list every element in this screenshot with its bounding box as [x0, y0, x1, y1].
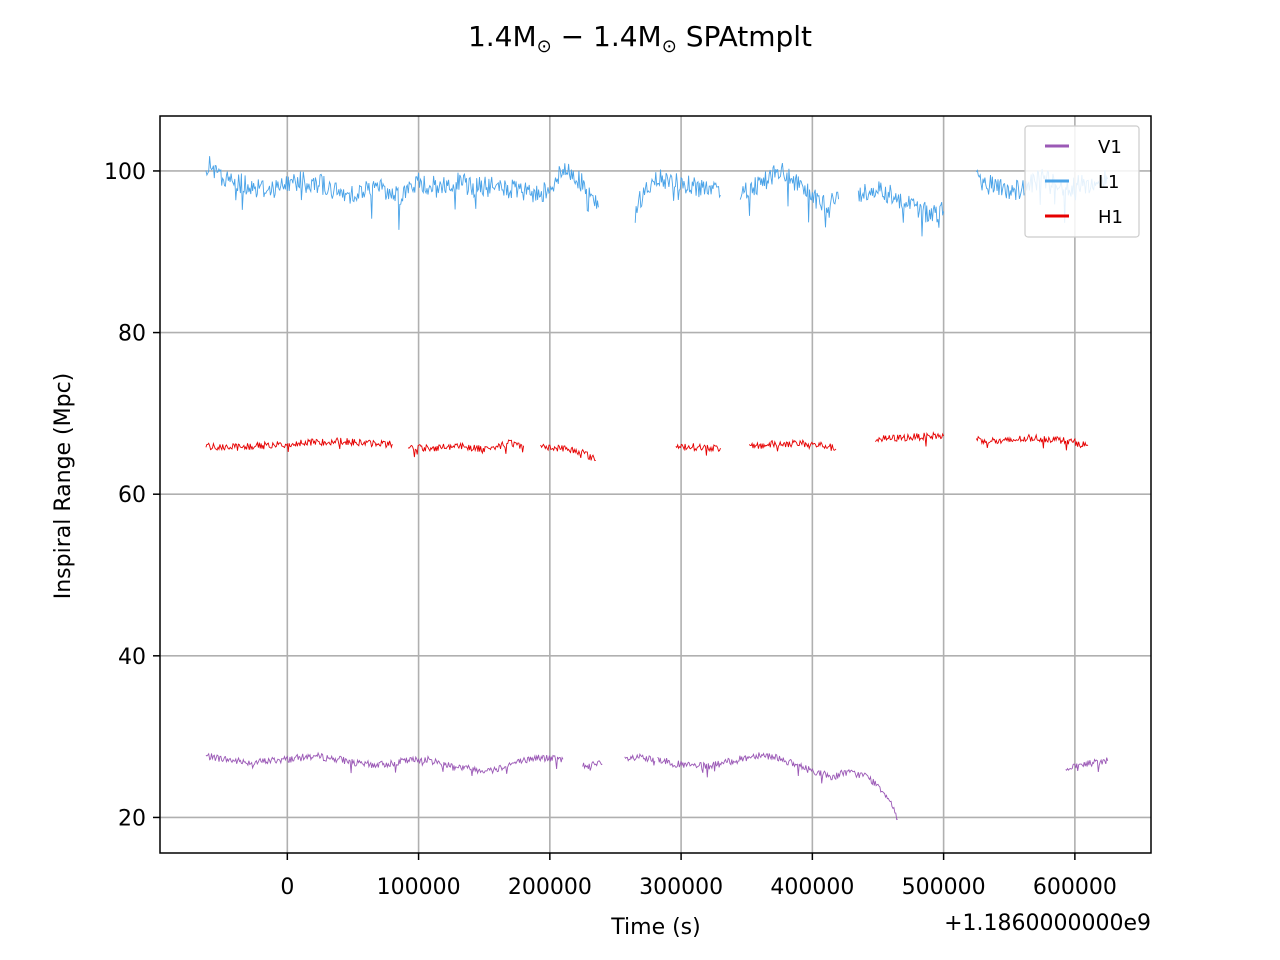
x-tick-label: 200000 [508, 875, 592, 900]
series-line-v1 [624, 753, 656, 766]
x-offset-label: +1.1860000000e9 [944, 911, 1151, 936]
x-tick-label: 300000 [639, 875, 723, 900]
series-line-l1 [739, 163, 840, 228]
y-tick-label: 80 [118, 322, 146, 347]
x-tick-label: 0 [280, 875, 294, 900]
series-line-h1 [540, 443, 596, 462]
y-tick-label: 60 [118, 483, 146, 508]
series-line-v1 [1065, 757, 1109, 773]
series-line-l1 [634, 169, 721, 223]
grid-lines [160, 116, 1151, 853]
series-line-h1 [975, 433, 1089, 451]
series-line-h1 [748, 438, 837, 452]
series-line-h1 [407, 439, 525, 458]
legend-box [1024, 125, 1140, 238]
x-tick-label: 100000 [377, 875, 461, 900]
series-line-v1 [657, 752, 898, 821]
x-tick-label: 600000 [1033, 875, 1117, 900]
x-tick-label: 400000 [770, 875, 854, 900]
series-layer [205, 156, 1109, 821]
series-line-h1 [205, 436, 393, 452]
chart-title: 1.4M⊙ − 1.4M⊙ SPAtmplt [468, 20, 812, 57]
series-line-h1 [675, 442, 721, 456]
y-axis-ticks: 20 40 60 80 100 [104, 160, 160, 831]
legend-label-h1: H1 [1098, 207, 1123, 228]
plot-frame [159, 115, 1152, 854]
y-axis-title: Inspiral Range (Mpc) [51, 373, 76, 600]
x-axis-ticks: 0 100000 200000 300000 400000 500000 600000 [280, 853, 1117, 900]
x-tick-label: 500000 [902, 875, 986, 900]
series-line-v1 [582, 760, 603, 771]
x-axis-title: Time (s) [610, 915, 700, 940]
series-line-v1 [205, 751, 564, 777]
y-tick-label: 40 [118, 645, 146, 670]
series-v1 [205, 751, 1109, 821]
series-h1 [205, 431, 1089, 462]
series-line-h1 [875, 431, 945, 447]
y-tick-label: 100 [104, 160, 146, 185]
series-line-l1 [857, 181, 945, 237]
legend-label-l1: L1 [1098, 172, 1119, 193]
y-tick-label: 20 [118, 806, 146, 831]
series-l1 [205, 156, 1109, 237]
series-line-l1 [205, 156, 599, 230]
legend-label-v1: V1 [1098, 137, 1122, 158]
legend: V1 L1 H1 [1024, 125, 1140, 238]
